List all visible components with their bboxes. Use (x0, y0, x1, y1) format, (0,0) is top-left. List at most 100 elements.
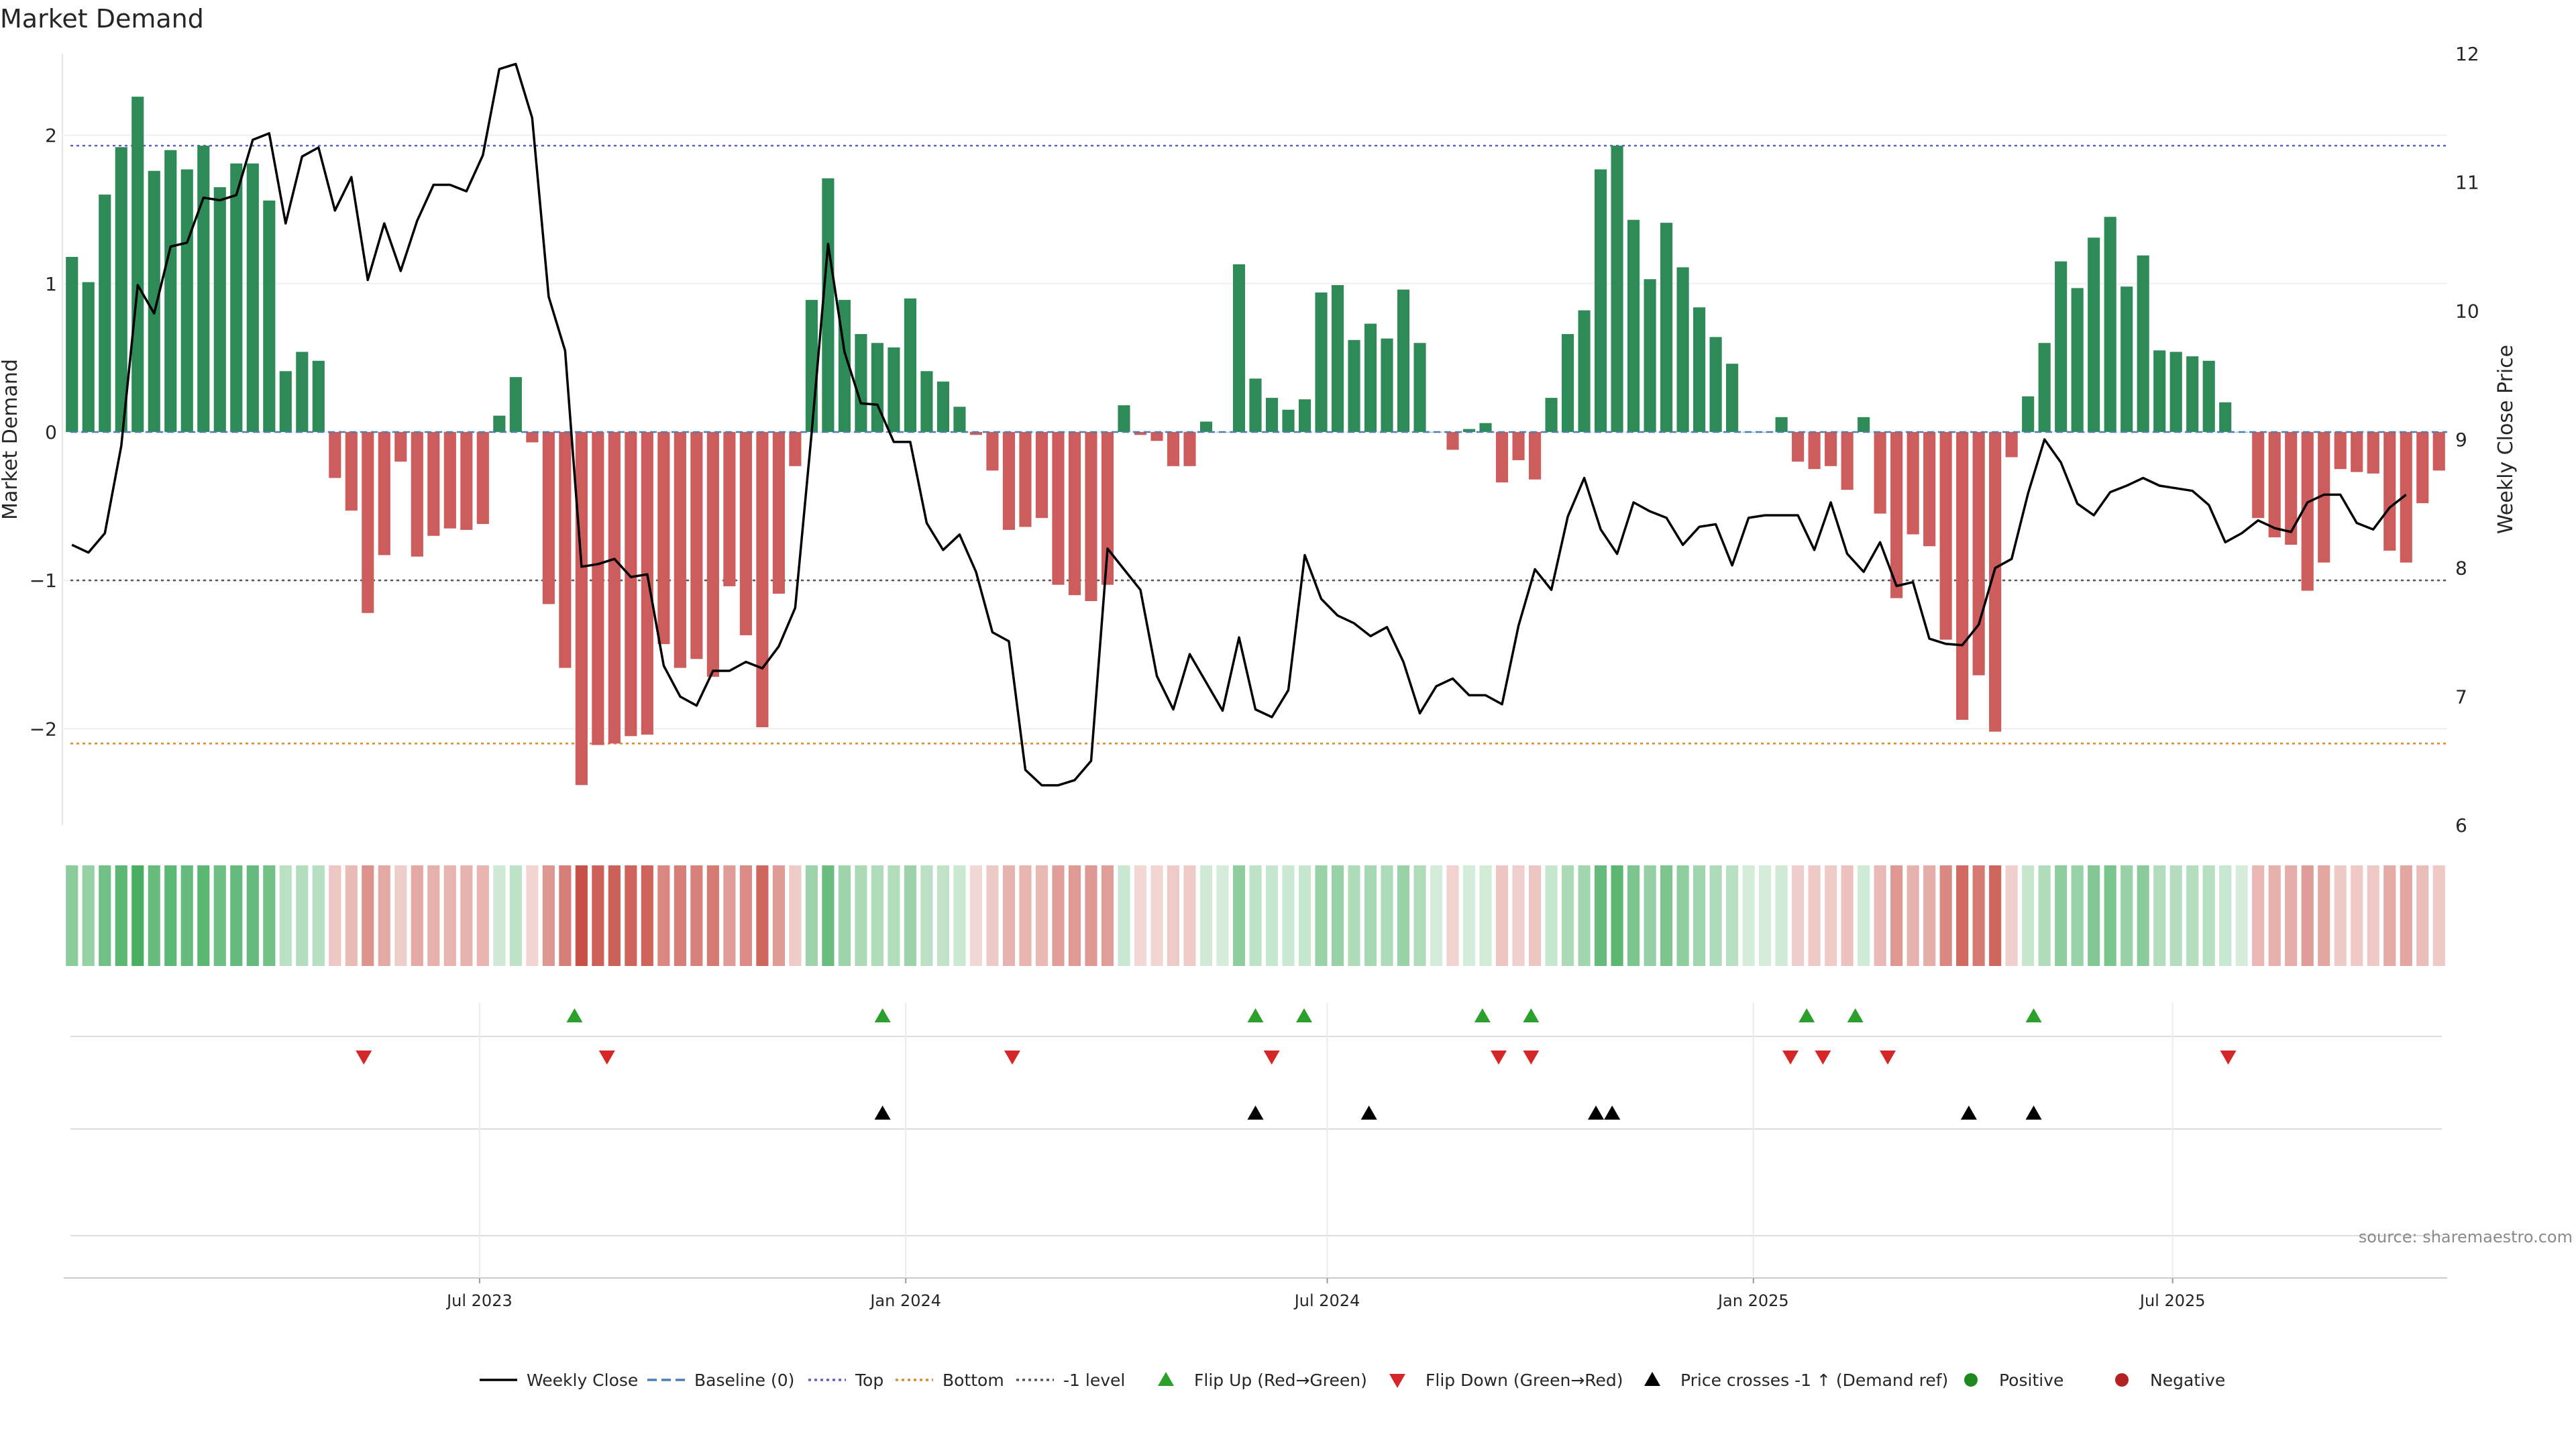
heat-strip-cell (1298, 865, 1311, 966)
heat-strip-cell (1611, 865, 1623, 966)
flip-down-marker (1523, 1051, 1540, 1065)
demand-bar (493, 415, 506, 432)
demand-bar (427, 431, 440, 536)
heat-strip-cell (82, 865, 95, 966)
demand-bar (739, 431, 752, 635)
heat-strip-cell (1265, 865, 1279, 966)
demand-bar (1397, 289, 1410, 432)
demand-bar (411, 431, 423, 557)
heat-strip-cell (2285, 865, 2298, 966)
y-axis-title: Market Demand (0, 359, 22, 520)
flip-up-marker (874, 1008, 891, 1022)
heat-strip-cell (1348, 865, 1360, 966)
demand-bar (263, 200, 276, 432)
demand-bar (1660, 223, 1673, 432)
x-tick-label: Jan 2024 (869, 1291, 941, 1310)
y-tick-label: −1 (30, 570, 57, 592)
heat-strip-cell (723, 865, 736, 966)
demand-bar (1381, 338, 1393, 432)
heat-strip-cell (1858, 865, 1870, 966)
demand-bar (1512, 431, 1525, 460)
demand-bar (822, 178, 835, 432)
demand-bar (1331, 285, 1344, 432)
heat-strip-cell (1956, 865, 1969, 966)
demand-bar (460, 431, 473, 530)
demand-bar (378, 431, 390, 555)
demand-bar (1528, 431, 1542, 480)
demand-bar (2400, 431, 2412, 563)
heat-strip-cell (2432, 865, 2445, 966)
demand-bar (1808, 431, 1821, 470)
heat-strip-cell (2318, 865, 2330, 966)
demand-bar (1972, 431, 1985, 676)
heat-strip-cell (197, 865, 210, 966)
demand-bar (1019, 431, 1032, 527)
demand-bar (1792, 431, 1805, 462)
heat-strip-cell (888, 865, 900, 966)
demand-bar (1134, 431, 1147, 435)
heat-strip-cell (1726, 865, 1739, 966)
flip-down-marker (1263, 1051, 1280, 1065)
heat-strip-cell (2268, 865, 2281, 966)
legend-label: Flip Up (Red→Green) (1194, 1371, 1367, 1390)
heat-strip-cell (1183, 865, 1196, 966)
demand-bar (706, 431, 719, 677)
heat-strip-cell (822, 865, 835, 966)
heat-strip-cell (2071, 865, 2084, 966)
legend-label: Negative (2150, 1371, 2225, 1390)
heat-strip-cell (920, 865, 933, 966)
demand-bar (969, 431, 983, 435)
legend-label: Weekly Close (527, 1371, 638, 1390)
heat-strip-cell (411, 865, 423, 966)
heat-strip-cell (2334, 865, 2347, 966)
demand-bar (2383, 431, 2396, 551)
heat-strip-cell (1676, 865, 1689, 966)
demand-bar (1035, 431, 1049, 519)
legend-label: Bottom (943, 1371, 1004, 1390)
demand-bar (559, 431, 572, 668)
demand-bar (2121, 286, 2133, 432)
demand-bar (723, 431, 736, 586)
price-cross-marker (1247, 1106, 1264, 1120)
demand-bar (509, 377, 522, 432)
heat-strip-cell (115, 865, 127, 966)
heat-strip-cell (2400, 865, 2412, 966)
heat-strip-cell (394, 865, 407, 966)
demand-bar (1462, 429, 1476, 432)
heat-strip-cell (871, 865, 883, 966)
flip-down-marker (1815, 1051, 1831, 1065)
heat-strip-cell (1199, 865, 1213, 966)
heat-strip-cell (2301, 865, 2314, 966)
demand-bar (2055, 261, 2068, 432)
heat-strip-cell (329, 865, 341, 966)
demand-bar (1907, 431, 1919, 535)
heat-strip-cell (936, 865, 950, 966)
demand-bar (2318, 431, 2330, 563)
demand-bar (213, 187, 226, 432)
demand-bar (690, 431, 703, 659)
demand-bar (1052, 431, 1065, 585)
demand-bar (1085, 431, 1097, 602)
demand-bar (1890, 431, 1903, 598)
demand-bar (1101, 431, 1114, 585)
legend-label: Price crosses -1 ↑ (Demand ref) (1680, 1371, 1948, 1390)
heat-strip-cell (1249, 865, 1262, 966)
demand-bar (1348, 339, 1360, 432)
demand-bar (920, 371, 933, 432)
price-cross-marker (2025, 1106, 2042, 1120)
demand-bar (772, 431, 785, 594)
heat-strip-cell (1512, 865, 1525, 966)
heat-strip-cell (608, 865, 621, 966)
legend-swatch-dot (2115, 1373, 2129, 1387)
heat-strip-cell (1282, 865, 1295, 966)
demand-bar (99, 195, 111, 432)
flip-down-marker (1782, 1051, 1799, 1065)
heat-strip-cell (1085, 865, 1097, 966)
heat-strip-cell (1134, 865, 1147, 966)
demand-bar (2285, 431, 2298, 545)
demand-bar (279, 371, 292, 432)
heat-strip-cell (1150, 865, 1163, 966)
heat-strip-cell (2186, 865, 2199, 966)
heat-strip-cell (1890, 865, 1903, 966)
y2-tick-label: 9 (2455, 429, 2467, 451)
